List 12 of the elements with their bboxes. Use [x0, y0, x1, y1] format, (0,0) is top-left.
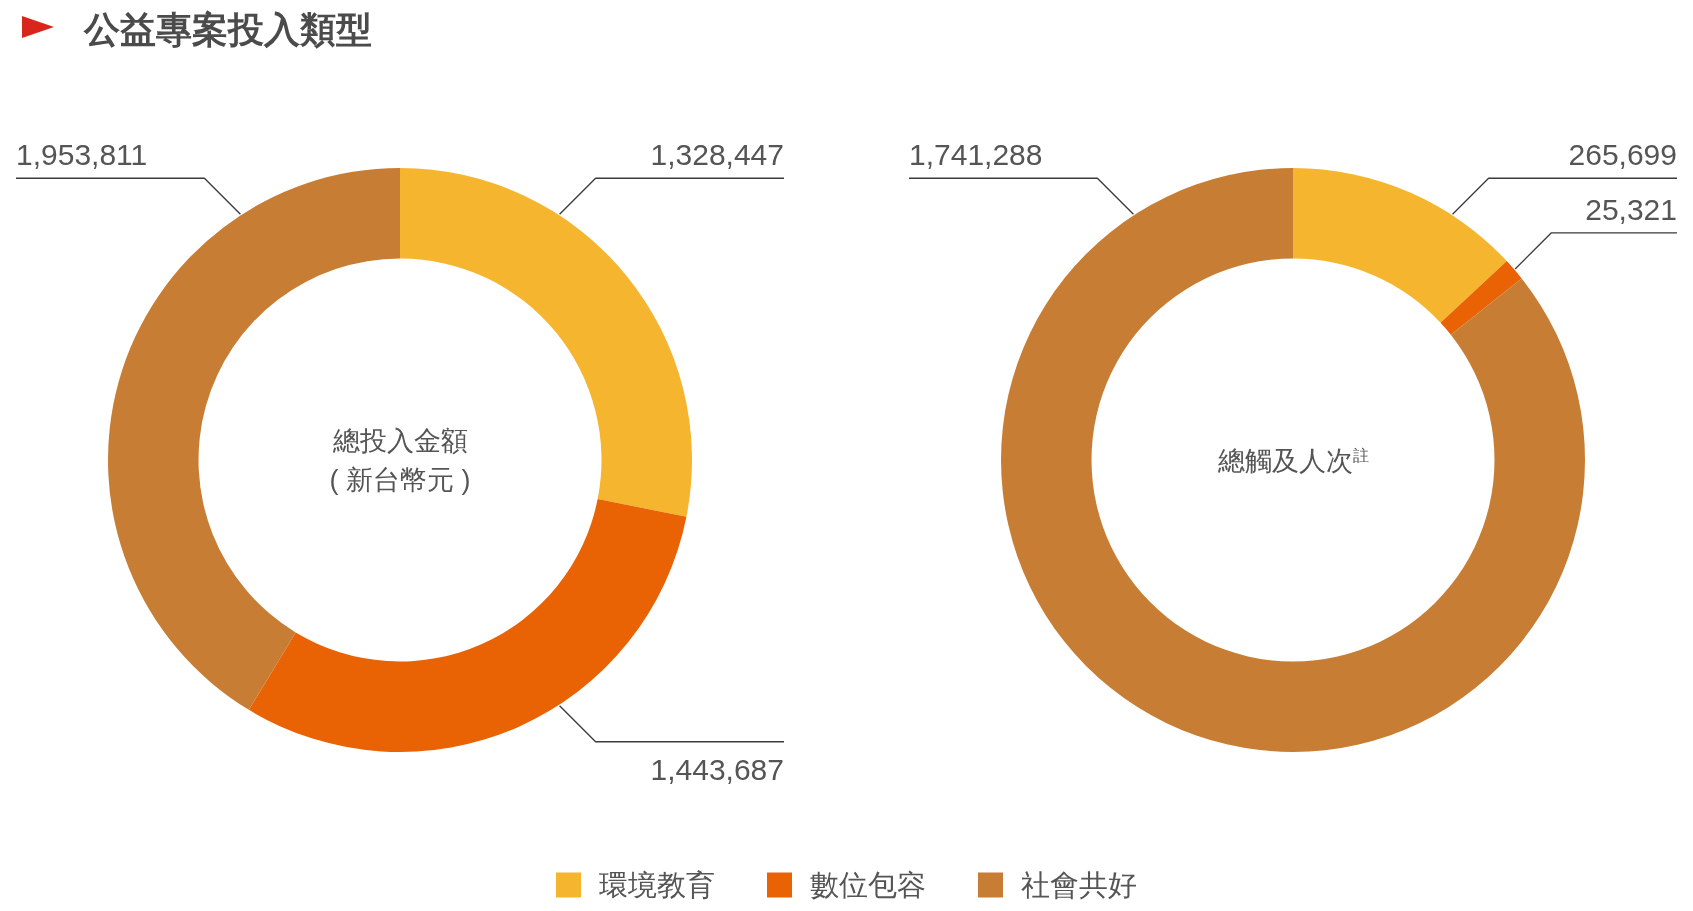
- data-label: 1,953,811: [16, 138, 148, 172]
- series-name: 總投入金額 ( 新台幣元 ): [329, 426, 471, 496]
- data-label: 265,699: [1568, 138, 1677, 172]
- legend-label: 環境教育: [599, 869, 715, 902]
- legend-label: 社會共好: [1021, 869, 1137, 902]
- chart-title: 公益專案投入類型: [84, 9, 372, 50]
- legend-label: 數位包容: [810, 869, 926, 902]
- data-label: 1,443,687: [650, 752, 784, 786]
- data-label: 1,328,447: [650, 138, 784, 172]
- series-name: 總觸及人次$^{註}$: [1217, 445, 1369, 476]
- data-label: 1,741,288: [909, 138, 1043, 172]
- data-label: 25,321: [1585, 192, 1677, 226]
